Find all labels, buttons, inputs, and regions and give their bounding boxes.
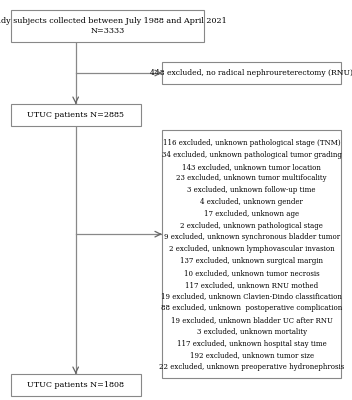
Text: 4 excluded, unknown gender: 4 excluded, unknown gender bbox=[200, 198, 303, 206]
Text: 9 excluded, unknown synchronous bladder tumor: 9 excluded, unknown synchronous bladder … bbox=[164, 234, 340, 242]
Text: 19 excluded, unknown bladder UC after RNU: 19 excluded, unknown bladder UC after RN… bbox=[171, 316, 333, 324]
Text: UTUC patients N=1808: UTUC patients N=1808 bbox=[27, 381, 124, 389]
Text: 23 excluded, unknown tumor multifocality: 23 excluded, unknown tumor multifocality bbox=[176, 174, 327, 182]
Bar bbox=[162, 62, 341, 84]
Text: 116 excluded, unknown pathological stage (TNM): 116 excluded, unknown pathological stage… bbox=[163, 139, 340, 147]
Text: 143 excluded, unknown tumor location: 143 excluded, unknown tumor location bbox=[182, 163, 321, 171]
Bar bbox=[11, 10, 204, 42]
Text: 10 excluded, unknown tumor necrosis: 10 excluded, unknown tumor necrosis bbox=[184, 269, 320, 277]
Text: 448 excluded, no radical nephroureterectomy (RNU): 448 excluded, no radical nephroureterect… bbox=[150, 69, 352, 77]
Text: 3 excluded, unknown follow-up time: 3 excluded, unknown follow-up time bbox=[187, 186, 316, 194]
Bar bbox=[162, 130, 341, 378]
Text: 19 excluded, unknown Clavien-Dindo classification: 19 excluded, unknown Clavien-Dindo class… bbox=[161, 292, 342, 300]
Text: UTUC patients N=2885: UTUC patients N=2885 bbox=[27, 111, 124, 119]
Bar bbox=[11, 104, 141, 126]
Bar bbox=[11, 374, 141, 396]
Text: Study subjects collected between July 1988 and April 2021
N=3333: Study subjects collected between July 19… bbox=[0, 17, 227, 35]
Text: 88 excluded, unknown  postoperative complication: 88 excluded, unknown postoperative compl… bbox=[161, 304, 342, 312]
Text: 117 excluded, unknown RNU mothed: 117 excluded, unknown RNU mothed bbox=[185, 281, 318, 289]
Text: 34 excluded, unknown pathological tumor grading: 34 excluded, unknown pathological tumor … bbox=[162, 151, 342, 159]
Text: 117 excluded, unknown hospital stay time: 117 excluded, unknown hospital stay time bbox=[177, 340, 327, 348]
Text: 137 excluded, unknown surgical margin: 137 excluded, unknown surgical margin bbox=[180, 257, 323, 265]
Text: 3 excluded, unknown mortality: 3 excluded, unknown mortality bbox=[197, 328, 307, 336]
Text: 2 excluded, unknown pathological stage: 2 excluded, unknown pathological stage bbox=[180, 222, 323, 230]
Text: 17 excluded, unknown age: 17 excluded, unknown age bbox=[204, 210, 299, 218]
Text: 2 excluded, unknown lymphovascular invasion: 2 excluded, unknown lymphovascular invas… bbox=[169, 245, 334, 253]
Text: 192 excluded, unknown tumor size: 192 excluded, unknown tumor size bbox=[190, 352, 314, 360]
Text: 22 excluded, unknown preoperative hydronephrosis: 22 excluded, unknown preoperative hydron… bbox=[159, 363, 344, 371]
